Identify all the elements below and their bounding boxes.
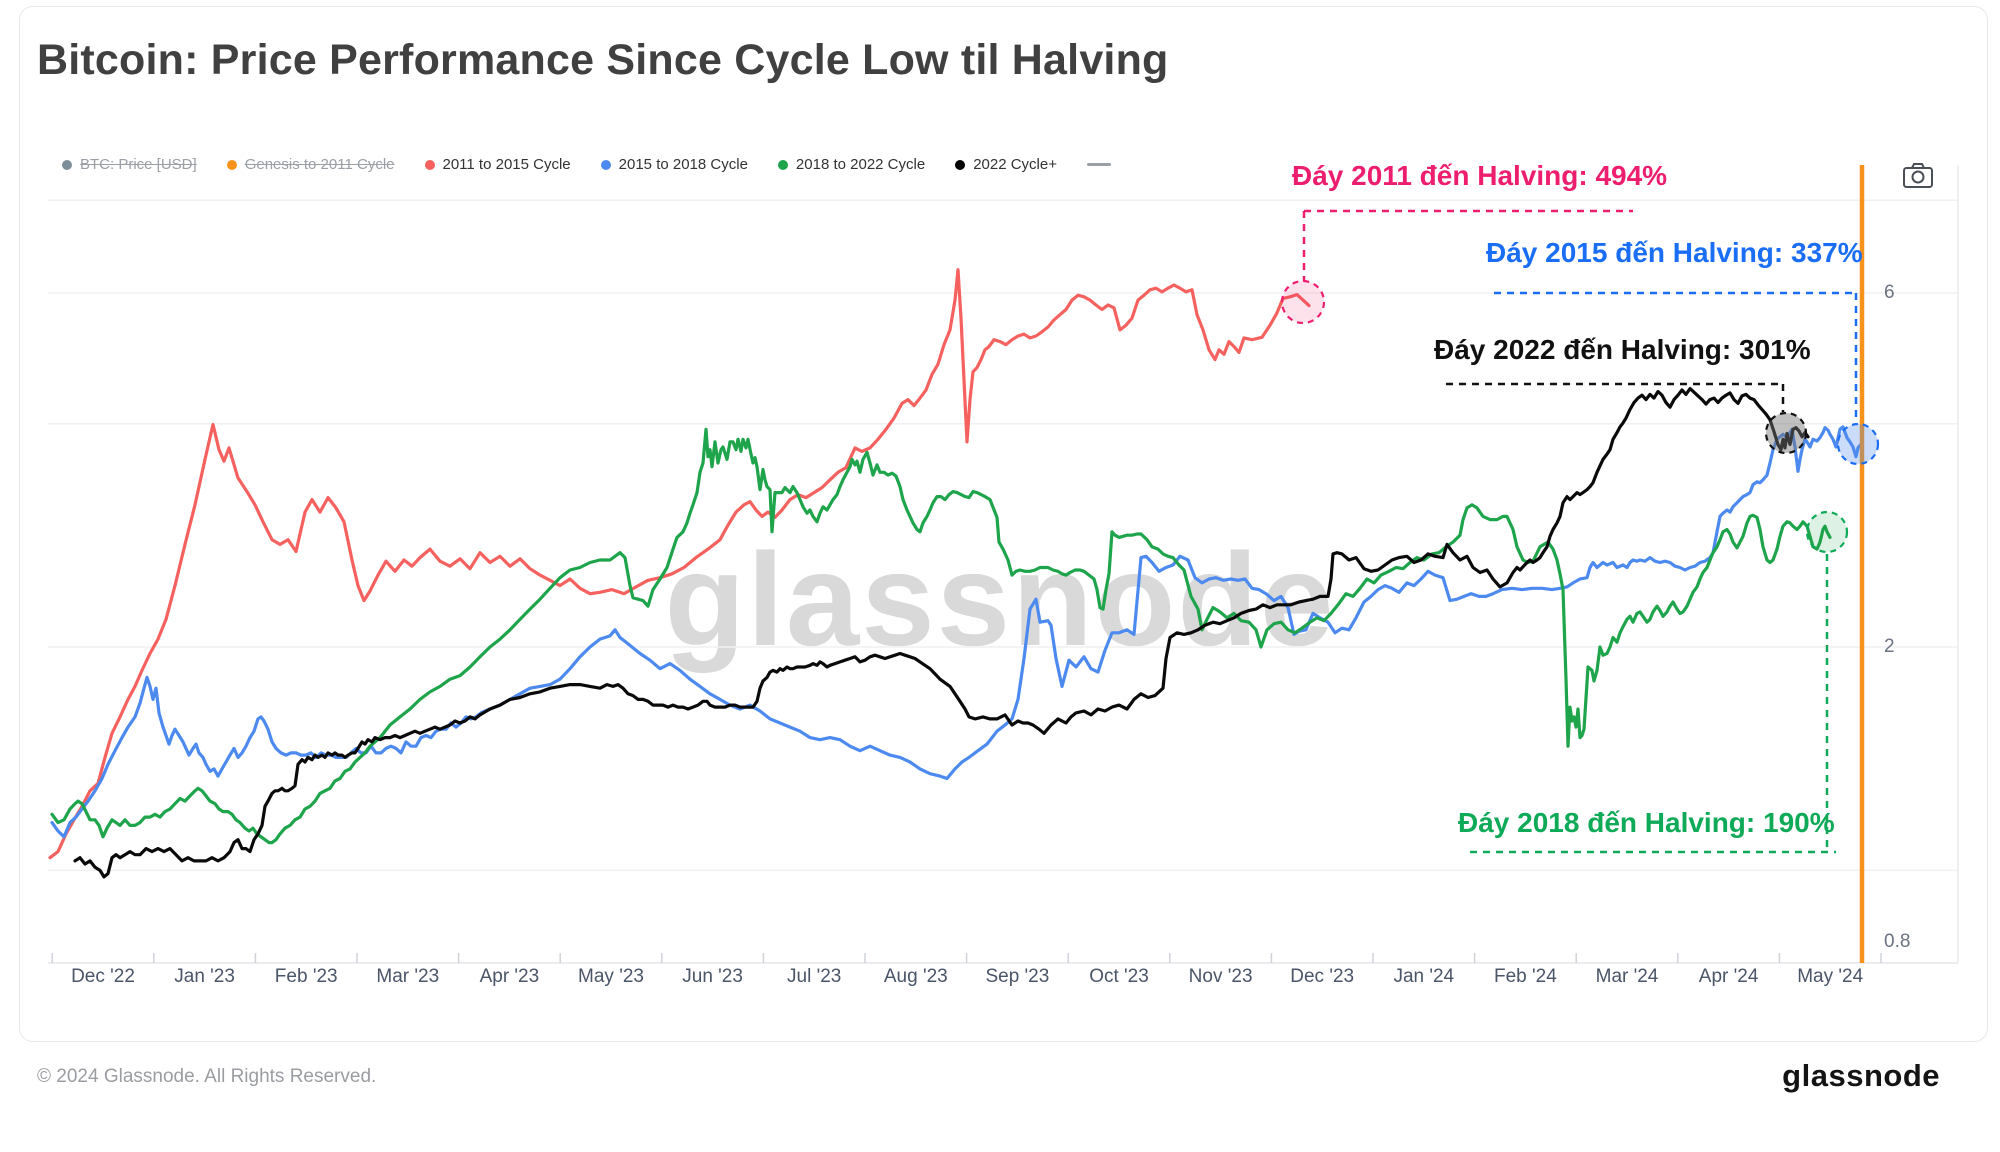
- legend-item[interactable]: BTC: Price [USD]: [62, 156, 197, 173]
- legend-item[interactable]: 2011 to 2015 Cycle: [424, 156, 571, 173]
- x-axis-label: Mar '24: [1595, 966, 1659, 987]
- y-axis-label: 6: [1884, 282, 1895, 303]
- chart-legend: BTC: Price [USD] Genesis to 2011 Cycle 201…: [62, 156, 1111, 173]
- legend-dash-icon: [1087, 163, 1111, 166]
- x-axis-label: Feb '23: [274, 966, 338, 987]
- x-axis-label: May '23: [578, 966, 644, 987]
- camera-icon: [1903, 163, 1933, 188]
- y-axis-label: 2: [1884, 636, 1895, 658]
- cycle-end-marker: [1280, 279, 1326, 325]
- copyright-text: © 2024 Glassnode. All Rights Reserved.: [37, 1066, 377, 1087]
- legend-dot-icon: [226, 159, 237, 170]
- x-axis-label: Apr '24: [1698, 966, 1759, 987]
- cycle-annotation-text: Đáy 2018 đến Halving: 190%: [1458, 807, 1835, 838]
- x-axis-label: Feb '24: [1494, 966, 1557, 987]
- legend-item[interactable]: 2022 Cycle+: [955, 156, 1057, 173]
- legend-dot-icon: [955, 159, 966, 170]
- cycle-annotation-text: Đáy 2015 đến Halving: 337%: [1486, 237, 1863, 268]
- watermark-text: glassnode: [665, 526, 1336, 673]
- legend-dot-icon: [62, 159, 72, 170]
- x-axis-label: Dec '22: [71, 966, 135, 987]
- page-title: Bitcoin: Price Performance Since Cycle L…: [37, 36, 1169, 84]
- legend-dot-icon: [777, 159, 788, 170]
- export-chart-button[interactable]: [1901, 160, 1935, 190]
- x-axis-label: Sep '23: [985, 966, 1050, 987]
- x-axis-label: Apr '23: [479, 966, 540, 987]
- legend-item-label: Genesis to 2011 Cycle: [244, 156, 395, 173]
- x-axis-label: Dec '23: [1290, 966, 1355, 987]
- legend-item[interactable]: [1087, 163, 1111, 166]
- series-line: [48, 268, 1311, 860]
- x-axis-label: Nov '23: [1188, 966, 1253, 987]
- legend-item-label: 2022 Cycle+: [973, 156, 1057, 173]
- x-axis-label: Oct '23: [1089, 966, 1149, 987]
- legend-item-label: BTC: Price [USD]: [80, 156, 197, 173]
- legend-item-label: 2015 to 2018 Cycle: [618, 156, 748, 173]
- chart-card: [19, 6, 1988, 1042]
- legend-item[interactable]: Genesis to 2011 Cycle: [226, 156, 395, 173]
- cycle-end-marker: [1805, 510, 1849, 554]
- cycle-annotation-text: Đáy 2022 đến Halving: 301%: [1434, 334, 1811, 365]
- series-line: [73, 387, 1810, 879]
- legend-dot-icon: [600, 159, 611, 170]
- legend-dot-icon: [424, 159, 435, 170]
- series-line: [50, 427, 1832, 845]
- x-axis-label: Jan '23: [174, 966, 235, 987]
- series-line: [50, 425, 1862, 839]
- legend-item[interactable]: 2015 to 2018 Cycle: [600, 156, 748, 173]
- legend-item[interactable]: 2018 to 2022 Cycle: [777, 156, 926, 173]
- x-axis-label: Mar '23: [376, 966, 440, 987]
- x-axis-label: Aug '23: [883, 966, 948, 987]
- x-axis-label: May '24: [1797, 966, 1864, 987]
- y-axis-label: 0.8: [1884, 931, 1911, 953]
- legend-item-label: 2018 to 2022 Cycle: [795, 156, 926, 173]
- cycle-end-marker: [1764, 411, 1808, 455]
- cycle-end-marker: [1836, 422, 1880, 466]
- legend-item-label: 2011 to 2015 Cycle: [442, 156, 571, 173]
- x-axis-label: Jul '23: [787, 966, 842, 987]
- x-axis-label: Jan '24: [1393, 966, 1455, 987]
- glassnode-logo: glassnode: [1782, 1058, 1940, 1093]
- x-axis-label: Jun '23: [682, 966, 743, 987]
- cycle-annotation-text: Đáy 2011 đến Halving: 494%: [1292, 160, 1668, 191]
